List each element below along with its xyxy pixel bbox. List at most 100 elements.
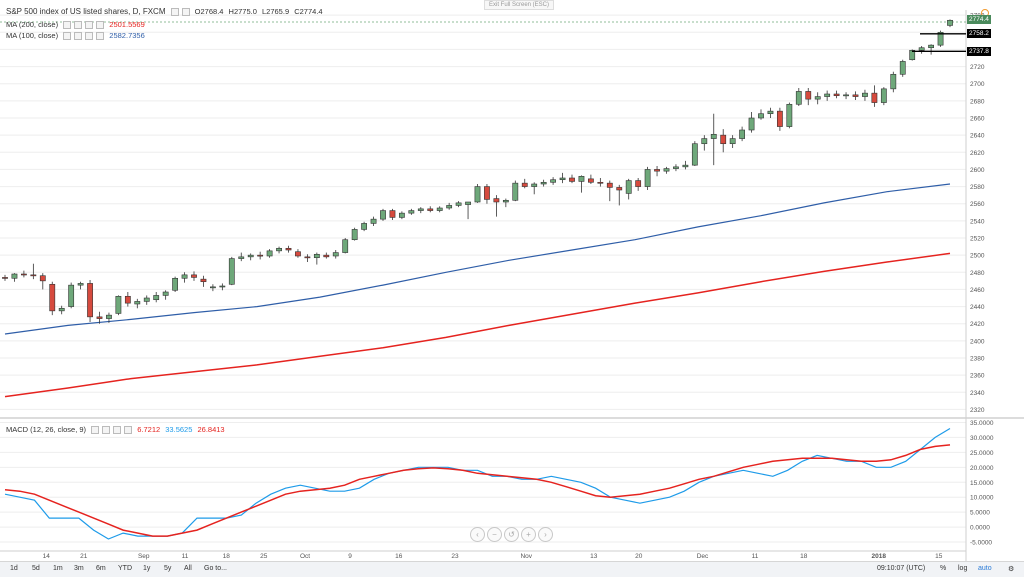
candle-body [370, 218, 377, 224]
candle-body [758, 113, 764, 119]
macd-tick-label: 5.0000 [970, 510, 990, 517]
ohlc-close: C2774.4 [294, 7, 323, 16]
close-icon[interactable] [85, 32, 94, 41]
auto-toggle[interactable]: auto [978, 565, 992, 572]
candle-body [767, 110, 774, 115]
legend-settings-icon[interactable] [170, 8, 179, 17]
macd-axis[interactable]: -5.0000 0.0000 5.0000 10.0000 15.0000 20.0000… [970, 420, 994, 547]
timeframe-1y[interactable]: 1y [143, 565, 151, 572]
candle [68, 282, 75, 309]
exit-fullscreen-button[interactable]: Exit Full Screen (ESC) [484, 0, 555, 10]
eye-icon[interactable] [63, 21, 72, 30]
timeframe-1d[interactable]: 1d [10, 565, 18, 572]
candle-body [398, 212, 405, 218]
price-axis[interactable]: 2320 2340 2360 2380 2400 2420 2440 2460 2480 2500… [970, 13, 985, 414]
price-tick-label: 2460 [970, 287, 985, 294]
candle [370, 216, 377, 226]
candle-body [786, 103, 793, 127]
legend-eye-icon[interactable] [181, 8, 190, 17]
candle-body [332, 252, 339, 257]
time-tick-label: 15 [935, 553, 943, 560]
candle [899, 59, 906, 77]
log-toggle[interactable]: log [958, 565, 968, 572]
zoom-in-icon[interactable]: + [521, 527, 536, 542]
close-icon[interactable] [113, 426, 122, 435]
timeframe-all[interactable]: All [184, 565, 192, 572]
ma100-legend[interactable]: MA (100, close) 2582.7356 [6, 30, 145, 41]
clock-readout[interactable]: 09:10:07 (UTC) [877, 565, 926, 572]
candle-body [890, 73, 897, 90]
horizontal-line-drawings[interactable] [912, 33, 966, 52]
time-tick-label: Nov [520, 553, 532, 560]
ma100-label: MA (100, close) [6, 31, 59, 40]
candle-body [720, 134, 727, 145]
candle-body [427, 208, 434, 211]
zoom-out-icon[interactable]: − [487, 527, 502, 542]
gear-icon[interactable] [102, 426, 111, 435]
candle [332, 250, 339, 259]
timeframe-3m[interactable]: 3m [74, 565, 84, 572]
scroll-right-icon[interactable]: › [538, 527, 553, 542]
reset-icon[interactable]: ↺ [504, 527, 519, 542]
percent-toggle[interactable]: % [940, 565, 947, 572]
candle [729, 135, 736, 148]
candle [937, 30, 944, 47]
time-tick-label: 11 [752, 553, 759, 560]
candle-body [295, 251, 301, 257]
timeframe-5y[interactable]: 5y [164, 565, 172, 572]
close-icon[interactable] [85, 21, 94, 30]
candle [805, 88, 812, 106]
eye-icon[interactable] [91, 426, 100, 435]
candle [521, 178, 528, 189]
candle-body [153, 295, 160, 301]
ohlc-low: L2765.9 [262, 7, 290, 16]
symbol-title[interactable]: S&P 500 index of US listed shares, D, FX… [6, 7, 166, 16]
candle-body [597, 181, 604, 184]
candle-body [909, 49, 916, 61]
candle-body [937, 31, 944, 46]
price-tick-label: 2420 [970, 321, 985, 328]
price-tick-label: 2480 [970, 270, 985, 277]
timeframe-6m[interactable]: 6m [96, 565, 106, 572]
candle-body [172, 277, 178, 291]
candle-body [115, 295, 122, 314]
go-to-date-button[interactable]: Go to... [204, 565, 227, 572]
candle [96, 311, 103, 324]
gear-icon[interactable] [74, 32, 83, 41]
timeframe-ytd[interactable]: YTD [118, 565, 132, 572]
price-tick-label: 2640 [970, 133, 985, 140]
macd-lines [4, 427, 951, 540]
candle [238, 252, 245, 262]
candle-body [313, 253, 320, 259]
timeframe-5d[interactable]: 5d [32, 565, 40, 572]
candle [578, 175, 585, 193]
timeframe-1m[interactable]: 1m [53, 565, 63, 572]
gear-icon[interactable] [74, 21, 83, 30]
macd-tick-label: 10.0000 [970, 495, 994, 502]
more-icon[interactable] [96, 32, 105, 41]
candle [20, 270, 27, 278]
time-axis[interactable]: 14 21 Sep 11 18 25 Oct 9 16 23 Nov 13 20 Dec 11 18 2018 1… [43, 553, 943, 560]
candle-body [578, 175, 585, 182]
macd-legend[interactable]: MACD (12, 26, close, 9) 6.7212 33.5625 2… [6, 424, 225, 435]
ma200-legend[interactable]: MA (200, close) 2501.5569 [6, 19, 145, 30]
candle-body [408, 210, 415, 214]
settings-gear-icon[interactable]: ⚙ [1008, 566, 1015, 573]
candle [361, 221, 367, 232]
scroll-left-icon[interactable]: ‹ [470, 527, 485, 542]
eye-icon[interactable] [63, 32, 72, 41]
more-icon[interactable] [96, 21, 105, 30]
candle-body [342, 239, 349, 253]
candle [691, 141, 698, 166]
candle [77, 281, 84, 290]
candle [682, 160, 689, 170]
candle-body [625, 180, 632, 194]
candle-body [824, 93, 831, 97]
candle-body [833, 93, 840, 97]
more-icon[interactable] [124, 426, 133, 435]
price-tick-label: 2340 [970, 390, 985, 397]
candle [313, 252, 320, 265]
candle-body [493, 198, 500, 203]
ohlc-high: H2775.0 [228, 7, 257, 16]
